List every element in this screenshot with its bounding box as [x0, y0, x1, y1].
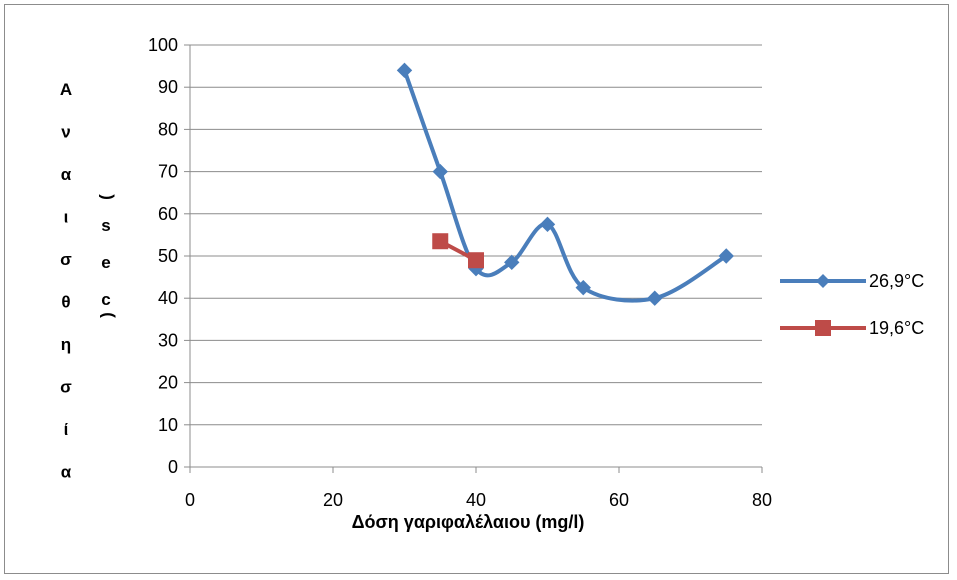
- y-title-letter: θ: [61, 293, 70, 312]
- legend-label: 26,9°C: [869, 271, 924, 291]
- y-title-letter: ι: [64, 208, 69, 227]
- axes: [184, 44, 763, 473]
- y-axis-unit: ( sec): [96, 194, 116, 318]
- series-layer: [396, 62, 734, 306]
- y-tick-label-10: 10: [158, 415, 178, 435]
- data-point: [432, 163, 448, 180]
- y-unit-letter: s: [101, 216, 110, 235]
- tick-labels: 0 10 20 30 40 50 60 70 80 90 100 0 20 40 60 80: [148, 35, 772, 510]
- y-tick-label-60: 60: [158, 204, 178, 224]
- y-title-letter: Α: [60, 80, 72, 99]
- y-title-letter: α: [61, 463, 72, 482]
- data-point: [575, 279, 591, 296]
- data-point: [468, 252, 484, 269]
- legend: 26,9°C 19,6°C: [780, 271, 924, 338]
- y-title-letter: σ: [60, 250, 72, 269]
- y-tick-label-0: 0: [168, 457, 178, 477]
- y-title-letter: ί: [64, 420, 69, 439]
- y-title-letter: η: [61, 335, 71, 354]
- data-point: [647, 290, 663, 306]
- y-title-letter: ν: [61, 123, 70, 142]
- y-unit-paren-open: (: [96, 194, 115, 200]
- data-point: [396, 62, 413, 79]
- series-1: [396, 62, 734, 306]
- data-point: [539, 216, 556, 233]
- legend-entry-2: 19,6°C: [780, 318, 924, 338]
- y-title-letter: α: [61, 165, 72, 184]
- data-point: [718, 248, 734, 264]
- x-axis-title: Δόση γαριφαλέλαιου (mg/l): [352, 512, 585, 532]
- chart-svg: 0 10 20 30 40 50 60 70 80 90 100 0 20 40 60 80 Δόση γαρ…: [60, 35, 924, 532]
- x-tick-label-40: 40: [466, 490, 486, 510]
- x-tick-label-20: 20: [323, 490, 343, 510]
- legend-label: 19,6°C: [869, 318, 924, 338]
- y-tick-label-80: 80: [158, 119, 178, 139]
- y-tick-label-30: 30: [158, 330, 178, 350]
- y-tick-label-90: 90: [158, 77, 178, 97]
- x-tick-label-60: 60: [609, 490, 629, 510]
- legend-marker: [815, 320, 831, 336]
- y-tick-label-70: 70: [158, 162, 178, 182]
- data-point: [432, 233, 449, 250]
- legend-entry-1: 26,9°C: [780, 271, 924, 291]
- series-2: [432, 233, 484, 269]
- chart-frame: 0 10 20 30 40 50 60 70 80 90 100 0 20 40 60 80 Δόση γαρ…: [4, 4, 949, 574]
- y-tick-label-40: 40: [158, 288, 178, 308]
- y-unit-paren-close: ): [97, 312, 116, 318]
- series-line-1: [402, 68, 729, 303]
- y-tick-label-100: 100: [148, 35, 178, 55]
- x-tick-label-0: 0: [185, 490, 195, 510]
- y-unit-letter: e: [101, 253, 110, 272]
- y-title-letter: σ: [60, 378, 72, 397]
- data-point: [504, 254, 520, 271]
- x-tick-label-80: 80: [752, 490, 772, 510]
- y-axis-title: Αν α ι σ θ η σ ί α: [60, 80, 72, 482]
- legend-marker: [816, 274, 830, 288]
- y-unit-letter: c: [101, 290, 110, 309]
- y-tick-label-20: 20: [158, 373, 178, 393]
- gridlines: [190, 44, 762, 426]
- y-tick-label-50: 50: [158, 246, 178, 266]
